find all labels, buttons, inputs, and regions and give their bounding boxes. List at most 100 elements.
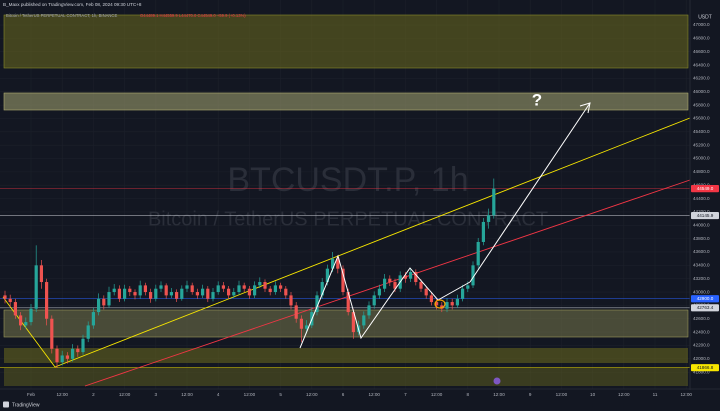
candle-body <box>86 325 90 339</box>
candle-body <box>112 288 116 293</box>
x-tick-label: 12:00 <box>618 392 630 397</box>
x-tick-label: 9 <box>529 392 532 397</box>
x-tick-label: 12:00 <box>56 392 68 397</box>
candle-body <box>336 258 340 269</box>
candle-body <box>263 282 267 289</box>
price-label: 44549.0 <box>697 186 714 191</box>
candle-body <box>3 295 7 299</box>
candle-body <box>289 295 293 306</box>
candle-body <box>206 288 210 299</box>
candle-body <box>429 295 433 303</box>
candle-body <box>253 285 257 296</box>
candle-body <box>50 318 54 349</box>
symbol-line: Bitcoin / TetherUS PERPETUAL CONTRACT, 1… <box>6 13 117 18</box>
candle-body <box>143 285 147 293</box>
x-tick-label: 12:00 <box>306 392 318 397</box>
candle-body <box>279 285 283 289</box>
candle-body <box>388 278 392 283</box>
candle-body <box>13 302 17 316</box>
candle-body <box>294 305 298 319</box>
y-tick-label: 44400.0 <box>693 196 710 201</box>
candle-body <box>117 288 121 299</box>
x-tick-label: 12:00 <box>181 392 193 397</box>
candle-body <box>435 302 439 306</box>
candle-body <box>242 285 246 289</box>
candle-body <box>133 292 137 296</box>
y-unit: USDT <box>698 14 712 20</box>
x-tick-label: 12:00 <box>431 392 443 397</box>
y-axis: 47000.0 46800.0 46600.0 46400.0 46200.0 46000… <box>691 22 719 374</box>
candle-body <box>8 298 12 303</box>
candle-body <box>372 295 376 306</box>
x-tick-label: 6 <box>342 392 345 397</box>
price-axis <box>690 0 720 390</box>
y-tick-label: 44800.0 <box>693 169 710 174</box>
candle-body <box>45 282 49 319</box>
watermark-subtitle: Bitcoin / TetherUS PERPETUAL CONTRACT <box>148 208 548 230</box>
candle-body <box>383 278 387 289</box>
trendline <box>2 296 56 368</box>
candle-body <box>190 285 194 293</box>
zone <box>3 92 689 111</box>
y-tick-label: 41800.0 <box>693 369 710 374</box>
y-tick-label: 44200.0 <box>693 209 710 214</box>
x-tick-label: 11 <box>653 392 658 397</box>
candle-body <box>445 302 449 309</box>
candles <box>3 178 496 368</box>
price-label: 41866.8 <box>697 365 714 370</box>
candle-body <box>123 288 127 299</box>
candle-body <box>24 322 28 326</box>
candle-body <box>211 292 215 299</box>
footer-logo <box>3 401 9 408</box>
y-tick-label: 43200.0 <box>693 276 710 281</box>
y-tick-label: 43800.0 <box>693 236 710 241</box>
projection-path <box>299 254 471 349</box>
x-tick-label: 12:00 <box>368 392 380 397</box>
price-label-box <box>691 304 719 312</box>
candle-body <box>409 272 413 279</box>
zone <box>3 14 689 69</box>
candle-body <box>81 338 85 353</box>
candle-body <box>195 292 199 296</box>
candle-body <box>476 241 480 266</box>
y-tick-label: 43400.0 <box>693 263 710 268</box>
candle-body <box>154 288 158 299</box>
candle-body <box>414 272 418 283</box>
zone <box>4 348 688 363</box>
candle-body <box>138 285 142 296</box>
candle-body <box>299 318 303 329</box>
candle-body <box>471 265 475 286</box>
trendline <box>84 179 691 387</box>
candle-body <box>102 298 106 306</box>
candle-body <box>247 288 251 296</box>
candle-body <box>331 258 335 269</box>
highlight <box>434 299 446 309</box>
candle-body <box>227 288 231 296</box>
publisher-note: B_Maxx published on TradingView.com, Feb… <box>3 2 142 7</box>
candle-body <box>76 348 80 353</box>
candle-body <box>367 305 371 316</box>
y-tick-label: 43000.0 <box>693 289 710 294</box>
candle-body <box>128 288 132 293</box>
price-label-box <box>691 364 719 372</box>
y-tick-label: 45400.0 <box>693 129 710 134</box>
candle-body <box>107 292 111 306</box>
y-tick-label: 42600.0 <box>693 316 710 321</box>
zone <box>3 309 689 338</box>
candle-body <box>461 288 465 299</box>
watermark: BTCUSDT.P, 1h <box>227 161 468 199</box>
candle-body <box>185 285 189 289</box>
x-tick-label: 12:00 <box>493 392 505 397</box>
candle-body <box>91 312 95 326</box>
candle-body <box>305 325 309 329</box>
candle-body <box>362 315 366 326</box>
candle-body <box>466 285 470 289</box>
candle-body <box>65 355 69 359</box>
candle-body <box>492 188 496 216</box>
trendline <box>54 117 691 368</box>
y-tick-label: 45800.0 <box>693 102 710 107</box>
y-tick-label: 42400.0 <box>693 329 710 334</box>
x-tick-label: 12:00 <box>119 392 131 397</box>
candle-body <box>60 355 64 363</box>
y-tick-label: 44600.0 <box>693 182 710 187</box>
